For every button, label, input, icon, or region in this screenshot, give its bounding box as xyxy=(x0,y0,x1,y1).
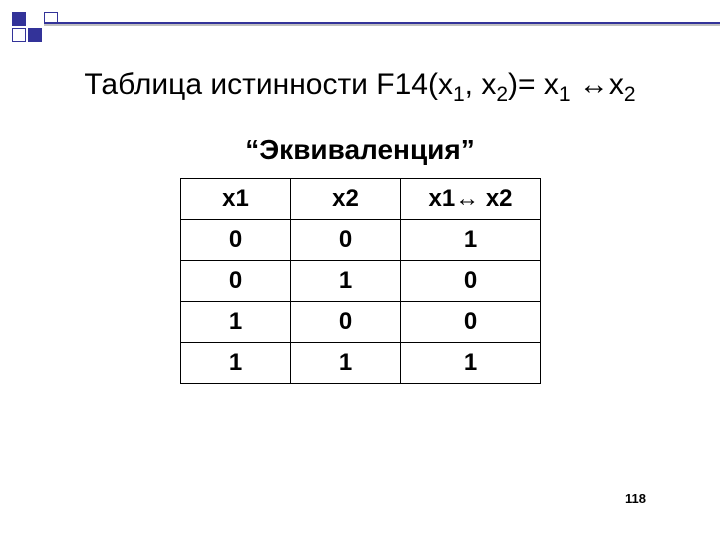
deco-square-empty xyxy=(28,12,42,26)
table-cell: 1 xyxy=(291,261,401,302)
table-cell: 0 xyxy=(181,220,291,261)
title-part: Таблица истинности F14(x xyxy=(84,68,453,101)
truth-table: x1 x2 x1↔ x2 0 0 1 0 1 0 1 0 0 1 1 1 xyxy=(180,178,541,384)
title-sub: 2 xyxy=(624,83,636,106)
title-sub: 2 xyxy=(496,83,508,106)
title-sub: 1 xyxy=(453,83,465,106)
title-part: )= x xyxy=(508,68,559,101)
slide-subtitle: “Эквиваленция” xyxy=(0,134,720,166)
table-row: 1 0 0 xyxy=(181,302,541,343)
deco-square-empty xyxy=(44,28,58,42)
deco-square-solid xyxy=(12,12,26,26)
title-sub: 1 xyxy=(559,83,571,106)
deco-square-solid xyxy=(28,28,42,42)
table-row: 0 1 0 xyxy=(181,261,541,302)
deco-square-outline xyxy=(12,28,26,42)
table-cell: 1 xyxy=(181,302,291,343)
title-part: ↔x xyxy=(571,68,624,101)
table-header: x1↔ x2 xyxy=(401,179,541,220)
table-cell: 0 xyxy=(181,261,291,302)
table-header: x2 xyxy=(291,179,401,220)
table-header: x1 xyxy=(181,179,291,220)
table-cell: 1 xyxy=(291,343,401,384)
slide-title: Таблица истинности F14(x1, x2)= x1 ↔x2 xyxy=(0,68,720,107)
table-header-row: x1 x2 x1↔ x2 xyxy=(181,179,541,220)
corner-decoration xyxy=(12,12,58,42)
table-row: 1 1 1 xyxy=(181,343,541,384)
table-cell: 1 xyxy=(401,220,541,261)
table-cell: 0 xyxy=(401,261,541,302)
table-cell: 1 xyxy=(401,343,541,384)
table-cell: 1 xyxy=(181,343,291,384)
page-number: 118 xyxy=(625,491,646,506)
table-cell: 0 xyxy=(401,302,541,343)
table-cell: 0 xyxy=(291,302,401,343)
title-part: , x xyxy=(465,68,497,101)
table-row: 0 0 1 xyxy=(181,220,541,261)
table-cell: 0 xyxy=(291,220,401,261)
header-rule-shadow xyxy=(44,24,720,26)
